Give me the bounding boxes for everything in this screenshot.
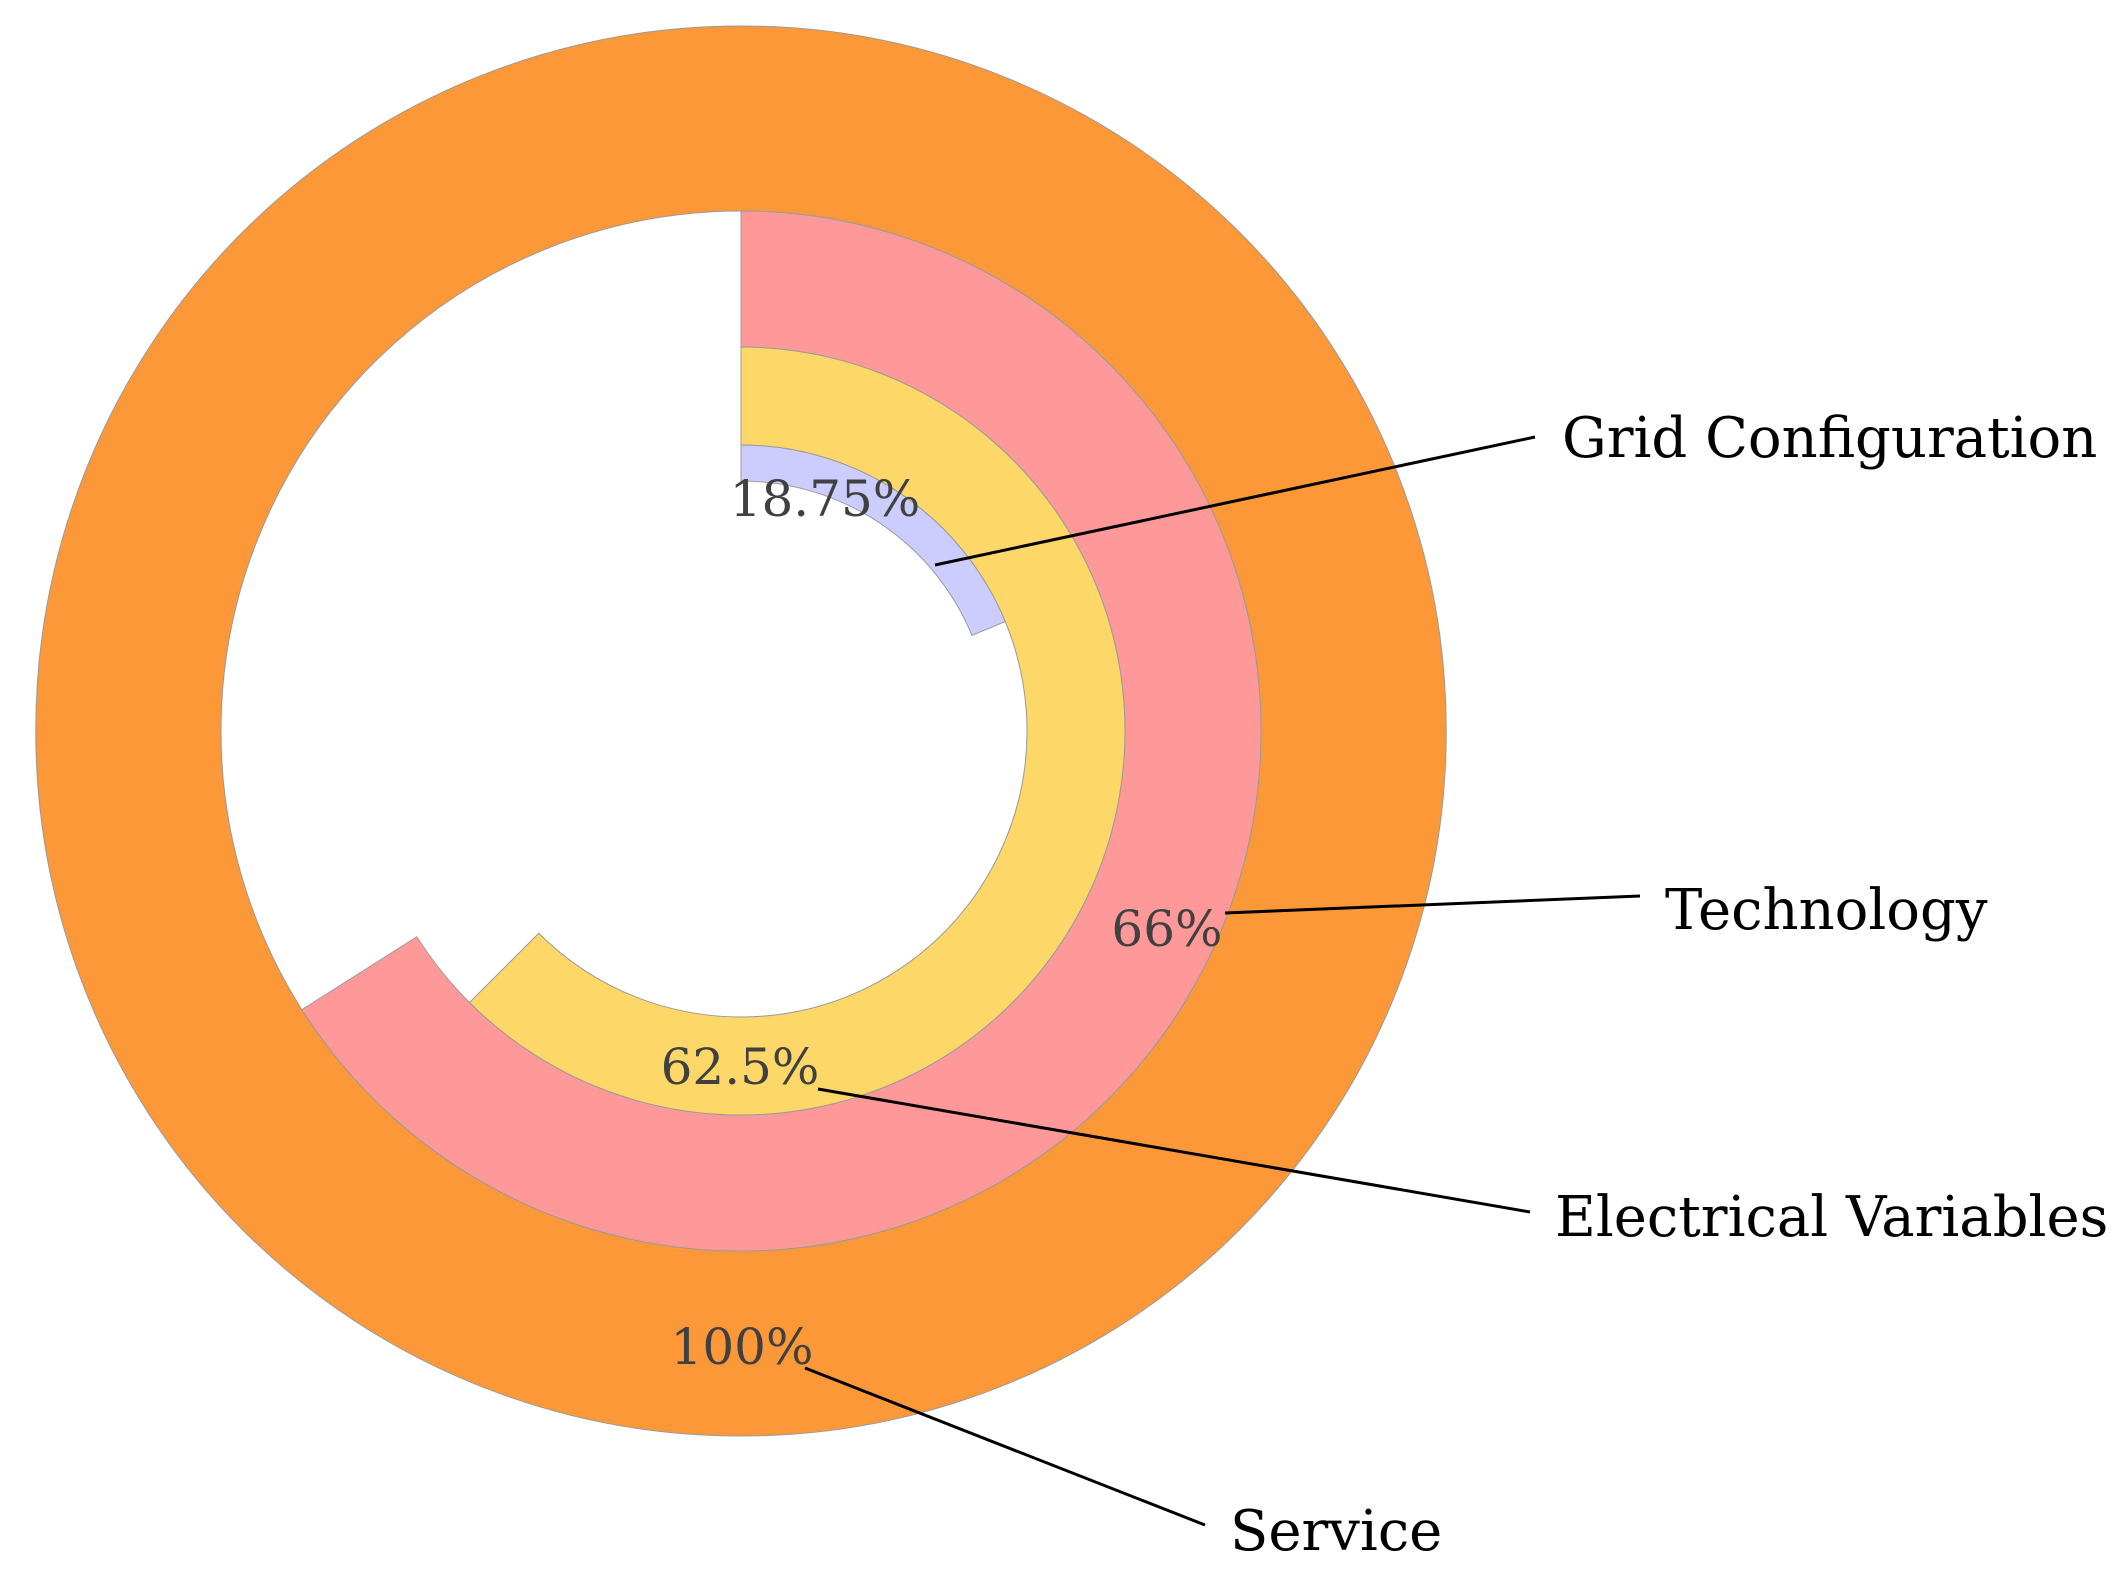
ring-arc-electrical-variables — [468, 346, 1126, 1116]
leader-line-service — [804, 1366, 1206, 1527]
category-label-electrical-variables: Electrical Variables — [1555, 1185, 2108, 1250]
ring-arc-grid-configuration — [740, 444, 1006, 636]
pct-label-service: 100% — [671, 1318, 814, 1376]
category-labels: Grid Configuration Technology Electrical… — [1230, 406, 2108, 1564]
percentage-labels: 18.75% 66% 62.5% 100% — [661, 470, 1223, 1376]
ring-arcs — [35, 25, 1447, 1437]
leader-line-technology — [1224, 894, 1641, 915]
pct-label-electrical-variables: 62.5% — [661, 1038, 820, 1096]
leader-lines — [804, 435, 1641, 1527]
category-label-grid-configuration: Grid Configuration — [1562, 406, 2097, 471]
leader-line-grid-configuration — [934, 435, 1536, 567]
pct-label-technology: 66% — [1111, 900, 1222, 958]
category-label-service: Service — [1230, 1499, 1442, 1564]
leader-line-electrical-variables — [817, 1087, 1531, 1214]
category-label-technology: Technology — [1665, 878, 1988, 943]
pct-label-grid-configuration: 18.75% — [730, 470, 921, 528]
